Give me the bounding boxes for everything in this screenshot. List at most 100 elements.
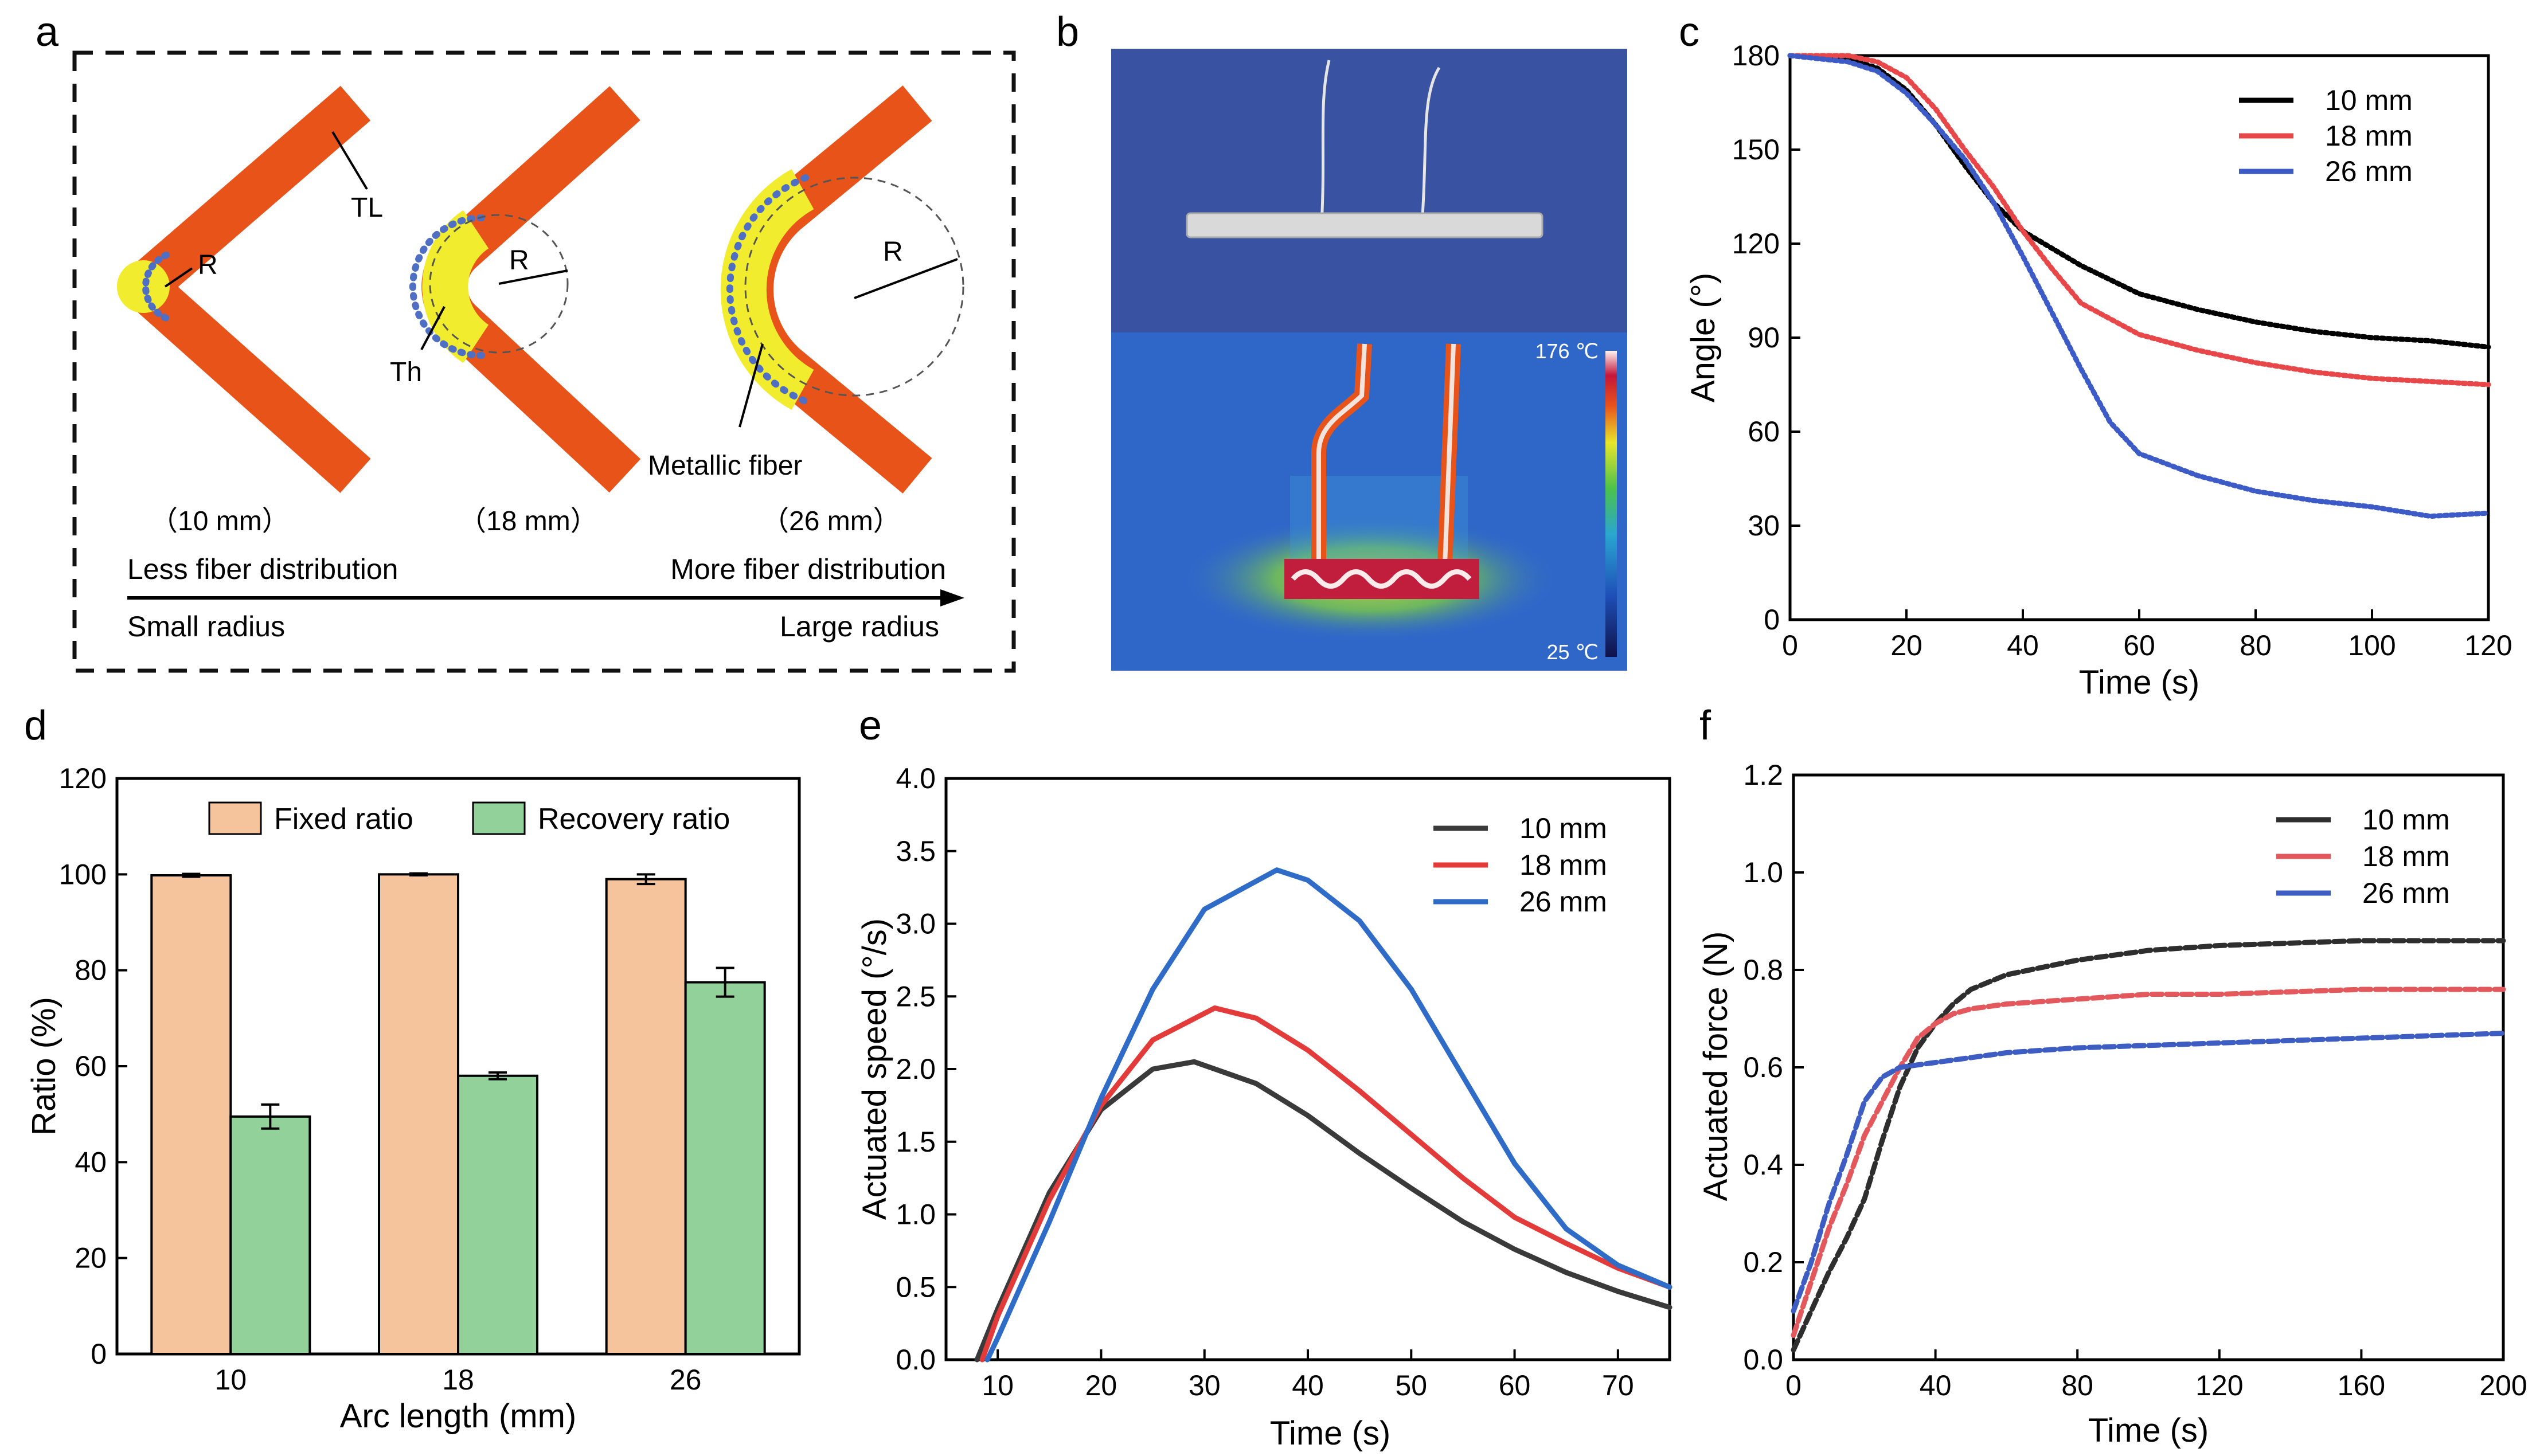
- e-xtick-label-3: 40: [1292, 1369, 1324, 1402]
- d-ytick-label-5: 100: [59, 858, 107, 890]
- e-xtick-label-6: 70: [1602, 1369, 1634, 1402]
- chart-d-plot: 0 20 40 60 80 100 120 10 18 26: [59, 762, 766, 1396]
- f-xtick-label-2: 80: [2061, 1369, 2093, 1402]
- panel-a: a R TL R Th: [36, 9, 1016, 673]
- e-ytick-label-7: 3.5: [896, 835, 936, 867]
- f-ytick-label-1: 0.2: [1743, 1246, 1783, 1278]
- c-xtick-label-1: 20: [1890, 629, 1922, 662]
- legend-d-swatch-fixed: [208, 801, 262, 835]
- label-r-2: R: [509, 245, 529, 276]
- d-ytick-label-3: 60: [75, 1050, 107, 1082]
- panel-letter-b: b: [1056, 9, 1079, 55]
- chart-f-xlabel: Time (s): [2088, 1412, 2209, 1449]
- label-th: Th: [390, 357, 422, 388]
- less-fiber-label: Less fiber distribution: [127, 553, 398, 585]
- f-ytick-label-3: 0.6: [1743, 1051, 1783, 1083]
- f-ytick-label-5: 1.0: [1743, 856, 1783, 889]
- photo-wire-left: [1320, 60, 1331, 224]
- e-ytick-label-5: 2.5: [896, 980, 936, 1012]
- d-ytick-label-0: 0: [91, 1338, 107, 1370]
- d-xtick-label-1: 18: [442, 1364, 474, 1396]
- f-ytick-label-6: 1.2: [1743, 759, 1783, 791]
- c-xtick-label-4: 80: [2240, 629, 2272, 662]
- label-metallic-fiber: Metallic fiber: [648, 451, 802, 481]
- chart-d-xlabel: Arc length (mm): [340, 1398, 577, 1435]
- chart-c-xlabel: Time (s): [2079, 664, 2199, 701]
- photo-vignette: [1111, 49, 1627, 332]
- v-shape-26mm: R Metallic fiber: [648, 85, 964, 494]
- length-label-18mm: （18 mm）: [459, 506, 598, 537]
- thermal-heating-coil: [1291, 569, 1472, 589]
- length-label-10mm: （10 mm）: [150, 506, 290, 537]
- chart-e-xlabel: Time (s): [1270, 1415, 1390, 1452]
- label-r-1: R: [198, 250, 218, 280]
- panel-letter-c: c: [1679, 9, 1699, 55]
- e-legend-label-2: 26 mm: [1519, 886, 1607, 918]
- c-ytick-label-6: 180: [1732, 40, 1780, 72]
- c-ytick-label-2: 60: [1748, 416, 1780, 448]
- small-radius-label: Small radius: [127, 610, 285, 643]
- chart-c-ylabel: Angle (°): [1685, 273, 1722, 402]
- thermal-scale-min: 25 ℃: [1547, 640, 1599, 664]
- f-xtick-label-1: 40: [1920, 1369, 1952, 1402]
- f-legend-label-2: 26 mm: [2362, 877, 2450, 909]
- e-xtick-label-0: 10: [982, 1369, 1014, 1402]
- d-bar-0-1: [378, 873, 459, 1356]
- e-xtick-label-1: 20: [1085, 1369, 1117, 1402]
- legend-d-label-recovery: Recovery ratio: [538, 803, 730, 836]
- d-bar-1-2: [684, 981, 766, 1356]
- d-ytick-label-4: 80: [75, 954, 107, 987]
- e-series-1: [979, 1005, 1673, 1363]
- length-label-26mm: （26 mm）: [761, 506, 901, 537]
- d-xtick-label-0: 10: [215, 1364, 247, 1396]
- panel-letter-a: a: [36, 9, 59, 55]
- c-series-0: [1787, 53, 2491, 350]
- e-legend-label-1: 18 mm: [1519, 849, 1607, 881]
- c-legend-label-2: 26 mm: [2325, 155, 2413, 187]
- d-bar-0-0: [150, 874, 232, 1356]
- f-xtick-label-4: 160: [2338, 1369, 2385, 1402]
- label-r-3: R: [883, 237, 903, 267]
- e-ytick-label-1: 0.5: [896, 1271, 936, 1303]
- v-shape-18mm: R Th: [390, 86, 641, 493]
- c-xtick-label-3: 60: [2123, 629, 2155, 662]
- c-xtick-label-5: 100: [2348, 629, 2396, 662]
- c-ytick-label-5: 150: [1732, 134, 1780, 166]
- panel-letter-f: f: [1699, 703, 1711, 749]
- e-xtick-label-4: 50: [1395, 1369, 1427, 1402]
- photo-sample-bar: [1186, 212, 1543, 238]
- c-ytick-label-1: 30: [1748, 510, 1780, 542]
- panel-letter-d: d: [24, 703, 47, 749]
- f-series-2: [1791, 1031, 2506, 1314]
- thermal-color-scale: [1605, 351, 1617, 657]
- photo-wire-right: [1420, 66, 1441, 224]
- label-tl: TL: [351, 193, 383, 223]
- thermal-wire-right-core: [1443, 343, 1456, 565]
- e-ytick-label-4: 2.0: [896, 1053, 936, 1085]
- d-bar-0-2: [605, 878, 687, 1355]
- f-ytick-label-2: 0.4: [1743, 1149, 1783, 1181]
- legend-d-label-fixed: Fixed ratio: [274, 803, 413, 836]
- chart-f-plot: 0 40 80 120 160 200 0.0 0.2 0.4 0.6 0.8 1.0 1.2 10 mm…: [1743, 759, 2527, 1402]
- e-ytick-label-2: 1.0: [896, 1199, 936, 1231]
- panel-a-dashed-border: [72, 50, 1016, 673]
- e-ytick-label-8: 4.0: [896, 762, 936, 794]
- c-legend-label-1: 18 mm: [2325, 120, 2413, 152]
- d-bar-1-0: [229, 1115, 311, 1355]
- f-ytick-label-0: 0.0: [1743, 1344, 1783, 1376]
- e-ytick-label-0: 0.0: [896, 1344, 936, 1376]
- d-ytick-label-1: 20: [75, 1242, 107, 1274]
- c-ytick-label-4: 120: [1732, 228, 1780, 260]
- e-series-2: [984, 867, 1673, 1363]
- thermal-wire-left-core: [1316, 343, 1367, 565]
- c-series-2: [1787, 53, 2491, 519]
- c-legend-label-0: 10 mm: [2325, 84, 2413, 116]
- e-legend-label-0: 10 mm: [1519, 812, 1607, 844]
- large-radius-label: Large radius: [780, 610, 939, 643]
- more-fiber-label: More fiber distribution: [670, 553, 946, 585]
- distribution-arrow-head: [940, 589, 964, 606]
- v-shape-10mm: R TL: [117, 85, 383, 493]
- c-ytick-label-0: 0: [1764, 604, 1780, 636]
